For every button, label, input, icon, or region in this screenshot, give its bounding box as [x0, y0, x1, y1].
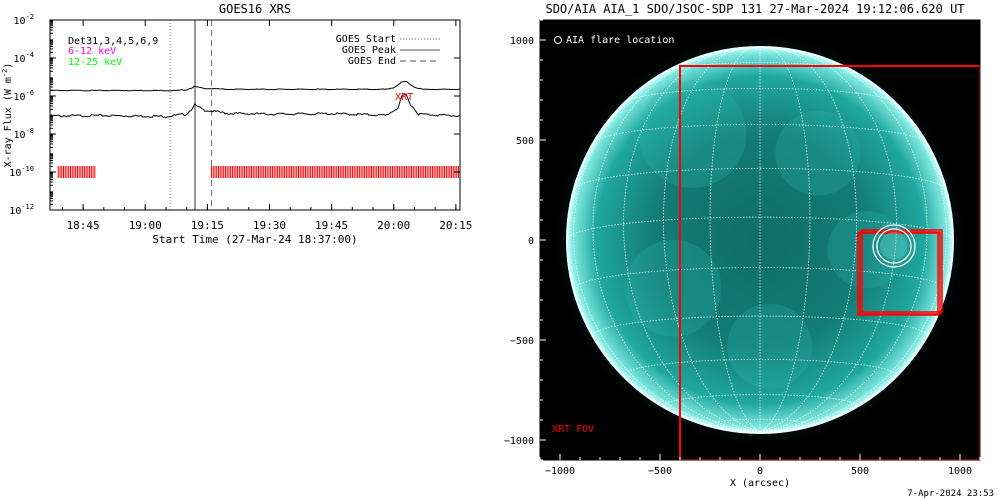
goes-event-legend: GOES Start GOES Peak GOES End	[336, 34, 440, 67]
aia-y-tick-label: 0	[528, 236, 534, 247]
flare-location-circle-outer	[872, 224, 916, 268]
grid-line	[709, 46, 761, 432]
aia-x-axis-label: X (arcsec)	[730, 478, 790, 489]
footer-timestamp: 7-Apr-2024 23:53	[907, 489, 994, 499]
aia-image-title: SDO/AIA AIA_1 SDO/JSOC-SDP 131 27-Mar-20…	[545, 2, 964, 16]
goes-x-axis-label: Start Time (27-Mar-24 18:37:00)	[152, 233, 357, 246]
solar-disk-body	[567, 47, 953, 433]
grid-line	[566, 239, 761, 432]
goes-x-tick-label: 19:45	[315, 219, 348, 232]
goes-channel-legend: Det31,3,4,5,6,9 6-12 keV 12-25 keV	[68, 36, 158, 68]
aia-x-tick-label: 0	[757, 466, 763, 477]
goes-series-line-1	[49, 93, 461, 119]
solar-bright-region	[624, 240, 722, 337]
goes-x-tick-label: 19:00	[129, 219, 162, 232]
xrt-fov-box	[859, 231, 941, 315]
grid-line	[623, 48, 761, 432]
aia-x-tick-label: 500	[851, 466, 869, 477]
goes-y-axis-label: X-ray Flux (W m-2)	[1, 63, 14, 168]
flare-legend-label: AIA flare location	[566, 35, 674, 46]
goes-x-tick-label: 19:30	[253, 219, 286, 232]
goes-plot-frame	[49, 19, 461, 211]
goes-x-axis: 18:45 19:00 19:15 19:30 19:45 20:00 20:15	[61, 20, 472, 232]
legend-high-channel: 12-25 keV	[68, 57, 122, 68]
xrt-fov-box	[861, 229, 943, 313]
legend-goes-start-label: GOES Start	[336, 34, 396, 45]
grid-line	[759, 46, 811, 432]
heliographic-grid	[566, 46, 954, 432]
flare-legend-circle-icon	[554, 36, 562, 44]
goes-chart-title: GOES16 XRS	[219, 2, 291, 16]
grid-line	[573, 167, 947, 190]
goes-y-tick-label: 10-12	[9, 203, 34, 217]
aia-image-panel: SDO/AIA AIA_1 SDO/JSOC-SDP 131 27-Mar-20…	[504, 2, 994, 499]
goes-series-line-0	[49, 80, 461, 92]
xrt-fov-legend-label: XRT FOV	[552, 424, 594, 435]
goes-y-tick-label: 10-10	[9, 165, 34, 179]
goes-plot-marks: XRT	[49, 20, 461, 210]
aia-flare-legend: AIA flare location	[554, 35, 674, 46]
goes-x-tick-label: 18:45	[67, 219, 100, 232]
grid-line	[759, 47, 857, 432]
goes-x-tick-label: 20:00	[377, 219, 410, 232]
xrt-fov-box	[679, 65, 980, 460]
goes-y-axis: 10-2 10-4 10-6 10-8 10-10 10-12	[9, 13, 460, 217]
grid-line	[592, 315, 928, 336]
grid-line	[759, 48, 897, 432]
legend-goes-end-label: GOES End	[348, 56, 396, 67]
aia-y-tick-label: −1000	[504, 436, 534, 447]
grid-line	[573, 66, 761, 432]
goes-y-tick-label: 10-8	[14, 127, 34, 141]
goes-y-tick-label: 10-4	[14, 51, 34, 65]
aia-y-tick-label: 500	[516, 136, 534, 147]
goes-x-tick-label: 19:15	[191, 219, 224, 232]
goes-y-tick-label: 10-6	[14, 89, 34, 103]
grid-line	[759, 239, 954, 432]
solar-bright-region	[727, 303, 813, 389]
xrt-fov-boxes	[679, 65, 980, 460]
detector-list: Det31,3,4,5,6,9	[68, 36, 158, 47]
flare-brightening	[880, 232, 908, 260]
xrt-fov-box	[857, 232, 939, 316]
legend-goes-peak-label: GOES Peak	[342, 45, 396, 56]
goes-x-tick-label: 20:15	[439, 219, 472, 232]
aia-x-axis: −1000 −500 0 500 1000	[539, 454, 981, 477]
aia-y-tick-label: 1000	[510, 36, 534, 47]
xrt-annotation-label: XRT	[395, 92, 413, 103]
grid-line	[663, 47, 761, 432]
goes-y-tick-label: 10-2	[14, 13, 34, 27]
aia-x-tick-label: 1000	[948, 466, 972, 477]
aia-x-tick-label: −1000	[545, 466, 575, 477]
aia-x-tick-label: −500	[648, 466, 672, 477]
solar-bright-region	[775, 110, 861, 196]
aia-y-tick-label: −500	[510, 336, 534, 347]
aia-y-axis: −1000 −500 0 500 1000	[504, 19, 546, 461]
goes-xrs-panel: GOES16 XRS XRT 18:45 19:00 19:15 19:30 19:45…	[1, 2, 472, 246]
solar-bright-region	[638, 79, 747, 188]
grid-line	[759, 66, 947, 432]
solar-disk	[551, 31, 969, 449]
legend-low-channel: 6-12 keV	[68, 46, 116, 57]
aia-flare-marker	[872, 224, 916, 268]
flare-location-circle	[876, 228, 912, 264]
